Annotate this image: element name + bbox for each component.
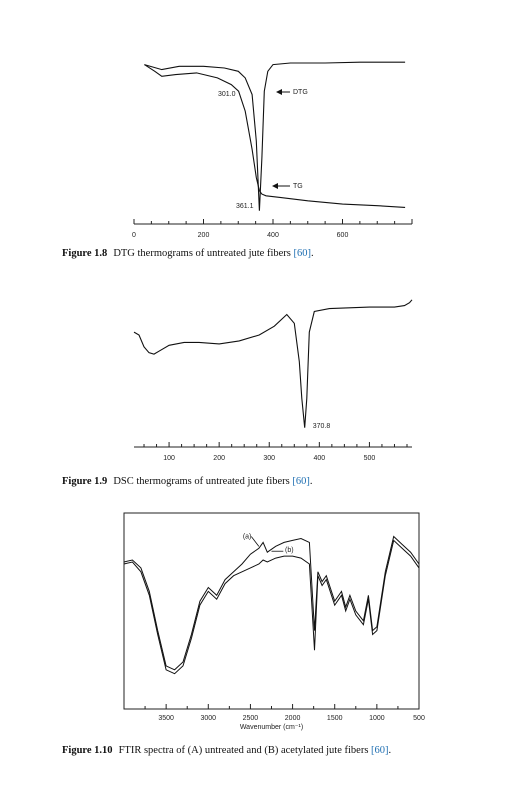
x-tick-label: 300	[263, 455, 275, 462]
dsc-series-line	[133, 299, 413, 428]
citation-link[interactable]: [60]	[293, 248, 312, 259]
caption-text: DSC thermograms of untreated jute fibers	[113, 476, 290, 487]
figure-number: Figure 1.10	[62, 745, 113, 756]
x-tick-label: 1000	[369, 715, 385, 722]
figure-number: Figure 1.9	[62, 476, 108, 487]
dtg-arrowhead	[276, 89, 282, 95]
label-leader	[250, 536, 260, 547]
x-tick-label: 500	[413, 715, 425, 722]
x-tick-label: 600	[337, 232, 349, 239]
tg-arrowhead	[272, 183, 278, 189]
x-tick-label: 200	[213, 455, 225, 462]
figure-1-9-caption: Figure 1.9 DSC thermograms of untreated j…	[62, 476, 313, 487]
x-tick-label: 3500	[158, 715, 174, 722]
x-tick-label: 0	[132, 232, 136, 239]
ftir-spectra-chart: 3500 3000 2500 2000 1500 1000 500 Wavenumber (c…	[123, 512, 425, 731]
series-line-tg	[144, 64, 406, 208]
x-axis-title: Wavenumber (cm⁻¹)	[240, 724, 303, 731]
x-tick-label: 200	[198, 232, 210, 239]
citation-link[interactable]: [60]	[292, 476, 310, 487]
x-tick-label: 500	[364, 455, 376, 462]
x-tick-label: 2000	[285, 715, 301, 722]
x-tick-label: 400	[267, 232, 279, 239]
annotation-label: 301.0	[218, 91, 236, 98]
caption-text: DTG thermograms of untreated jute fibers	[113, 248, 291, 259]
series-line-dtg	[144, 61, 406, 211]
caption-text: FTIR spectra of (A) untreated and (B) ac…	[118, 745, 369, 756]
series-label-b: (b)	[285, 547, 294, 554]
x-tick-label: 3000	[200, 715, 216, 722]
x-tick-label: 1500	[327, 715, 343, 722]
annotation-label: 370.8	[313, 423, 331, 430]
series-label-tg: TG	[293, 183, 303, 190]
x-tick-label: 100	[163, 455, 175, 462]
plot-frame	[123, 512, 420, 710]
series-line	[123, 539, 420, 675]
figure-1-10-caption: Figure 1.10 FTIR spectra of (A) untreated…	[62, 745, 392, 756]
figure-number: Figure 1.8	[62, 248, 108, 259]
dtg-thermogram-chart: 0 200 400 600 301.0 361.1 DTG TG	[132, 61, 413, 239]
citation-link[interactable]: [60]	[371, 745, 389, 756]
series-line	[123, 535, 420, 671]
annotation-label: 361.1	[236, 203, 254, 210]
series-label-dtg: DTG	[293, 89, 308, 96]
x-tick-label: 400	[313, 455, 325, 462]
series-label-a: (a)	[243, 533, 252, 540]
figure-1-8-caption: Figure 1.8 DTG thermograms of untreated j…	[62, 248, 314, 259]
dsc-thermogram-chart: 100 200 300 400 500 370.8	[133, 299, 413, 462]
x-tick-label: 2500	[243, 715, 259, 722]
